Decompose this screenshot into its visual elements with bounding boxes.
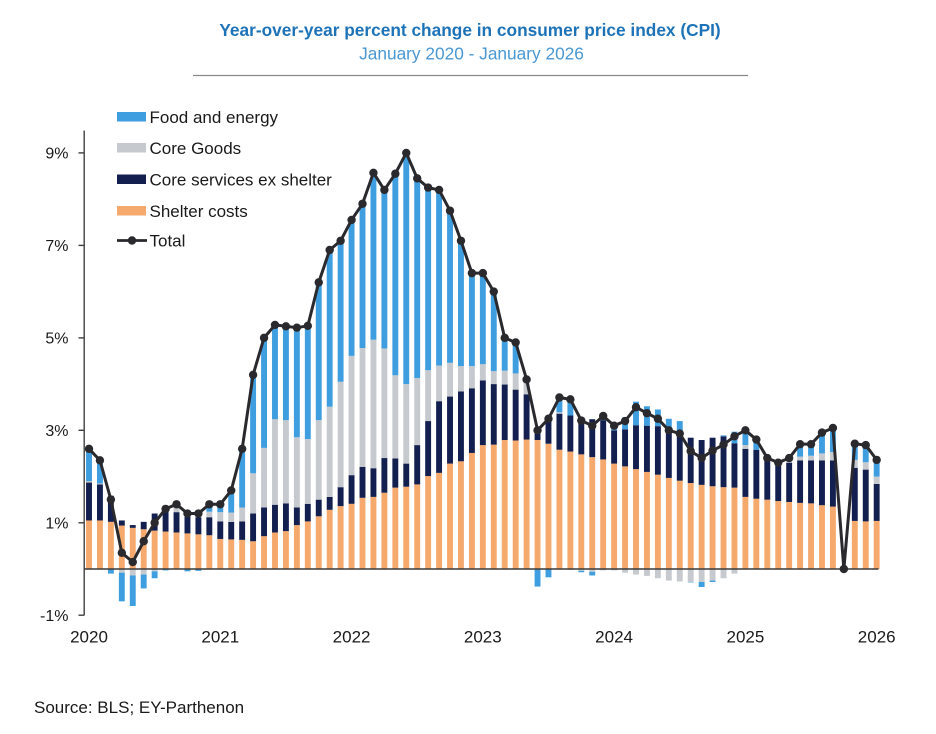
svg-text:Total: Total	[150, 232, 186, 251]
svg-text:3%: 3%	[45, 423, 68, 440]
svg-text:1%: 1%	[45, 516, 68, 533]
svg-text:Year-over-year percent change: Year-over-year percent change in consume…	[219, 20, 720, 40]
svg-text:2021: 2021	[201, 628, 239, 647]
svg-text:9%: 9%	[45, 146, 68, 163]
svg-text:7%: 7%	[45, 238, 68, 255]
svg-text:2026: 2026	[858, 628, 896, 647]
svg-text:January 2020 - January 2026: January 2020 - January 2026	[359, 44, 584, 64]
svg-text:2024: 2024	[595, 628, 633, 647]
svg-text:Source: BLS; EY-Parthenon: Source: BLS; EY-Parthenon	[34, 698, 244, 717]
svg-text:-1%: -1%	[40, 608, 68, 625]
svg-text:Shelter costs: Shelter costs	[150, 202, 248, 221]
svg-text:Core services ex shelter: Core services ex shelter	[150, 170, 333, 189]
svg-text:Core Goods: Core Goods	[150, 139, 242, 158]
svg-text:Food and energy: Food and energy	[150, 108, 279, 127]
svg-text:5%: 5%	[45, 331, 68, 348]
svg-text:2025: 2025	[726, 628, 764, 647]
svg-text:2023: 2023	[464, 628, 502, 647]
svg-text:2022: 2022	[333, 628, 371, 647]
svg-text:2020: 2020	[70, 628, 108, 647]
